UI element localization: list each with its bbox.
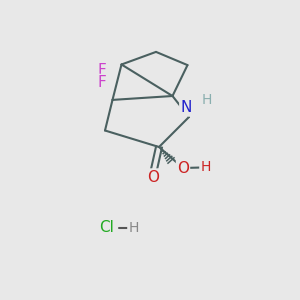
Text: O: O bbox=[147, 169, 159, 184]
Text: H: H bbox=[202, 94, 212, 107]
Text: N: N bbox=[180, 100, 192, 116]
Text: H: H bbox=[128, 221, 139, 235]
Text: F: F bbox=[98, 75, 106, 90]
Text: Cl: Cl bbox=[99, 220, 114, 236]
Text: H: H bbox=[200, 160, 211, 174]
Text: O: O bbox=[177, 160, 189, 175]
Text: F: F bbox=[98, 63, 106, 78]
